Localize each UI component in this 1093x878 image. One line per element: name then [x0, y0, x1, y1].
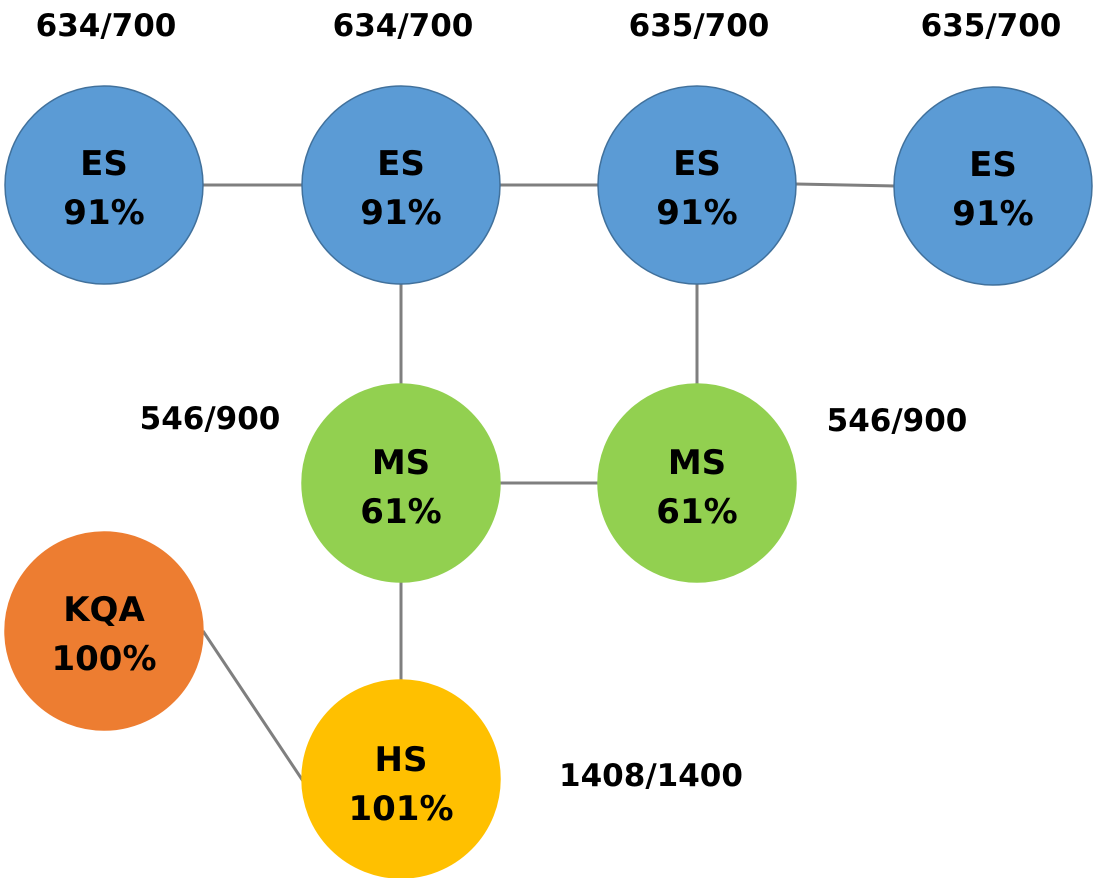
node-es-2-name: ES: [377, 144, 425, 184]
node-hs-name: HS: [375, 740, 428, 780]
node-hs-value: 101%: [348, 789, 453, 829]
node-es-3-value: 91%: [656, 193, 737, 233]
node-ms-2-circle: [597, 383, 797, 583]
node-es-4-value: 91%: [952, 194, 1033, 234]
node-kqa-name: KQA: [63, 590, 145, 630]
node-es-3-circle: [597, 85, 797, 285]
node-ms-2: MS 61%: [597, 383, 797, 583]
capacity-labels: 634/700 634/700 635/700 635/700 546/900 …: [36, 8, 1062, 794]
node-kqa: KQA 100%: [4, 531, 204, 731]
node-es-1-value: 91%: [63, 193, 144, 233]
edge-es3-es4: [795, 182, 896, 188]
capacity-es-2: 634/700: [333, 8, 474, 44]
node-ms-1-circle: [301, 383, 501, 583]
capacity-ms-2: 546/900: [827, 403, 968, 439]
node-es-4: ES 91%: [893, 86, 1093, 286]
node-ms-1-value: 61%: [360, 492, 441, 532]
capacity-es-4: 635/700: [921, 8, 1062, 44]
node-hs-circle: [301, 679, 501, 878]
node-es-1: ES 91%: [4, 85, 204, 285]
node-hs: HS 101%: [301, 679, 501, 878]
node-es-3-name: ES: [673, 144, 721, 184]
node-es-1-name: ES: [80, 144, 128, 184]
node-es-1-circle: [4, 85, 204, 285]
node-ms-1: MS 61%: [301, 383, 501, 583]
node-ms-2-value: 61%: [656, 492, 737, 532]
node-ms-2-name: MS: [668, 443, 726, 483]
node-kqa-value: 100%: [51, 639, 156, 679]
edge-kqa-hs: [201, 630, 305, 782]
capacity-hs: 1408/1400: [559, 758, 743, 794]
node-ms-1-name: MS: [372, 443, 430, 483]
node-es-4-circle: [893, 86, 1093, 286]
node-es-4-name: ES: [969, 145, 1017, 185]
node-es-2-circle: [301, 85, 501, 285]
node-es-2: ES 91%: [301, 85, 501, 285]
connectors: [201, 182, 896, 782]
node-es-3: ES 91%: [597, 85, 797, 285]
node-kqa-circle: [4, 531, 204, 731]
capacity-ms-1: 546/900: [140, 401, 281, 437]
capacity-es-3: 635/700: [629, 8, 770, 44]
capacity-es-1: 634/700: [36, 8, 177, 44]
node-es-2-value: 91%: [360, 193, 441, 233]
